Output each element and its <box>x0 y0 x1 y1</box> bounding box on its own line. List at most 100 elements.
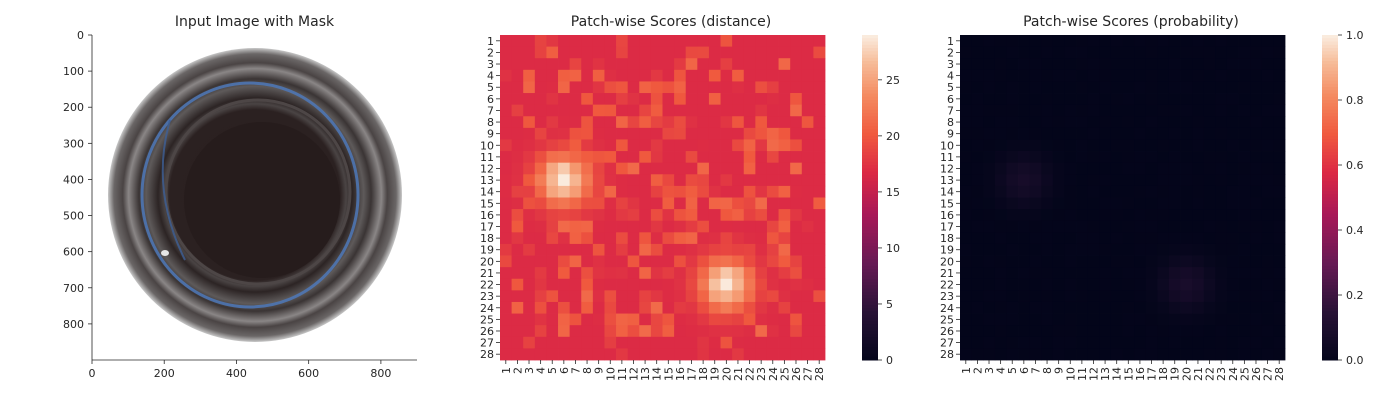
heatmap-cell <box>616 232 629 245</box>
x-tick-label: 20 <box>1180 367 1193 381</box>
heatmap-cell <box>778 301 791 314</box>
heatmap-cell <box>983 174 996 187</box>
heatmap-cell <box>1238 116 1251 129</box>
heatmap-cell <box>1180 185 1193 198</box>
heatmap-cell <box>1052 197 1065 210</box>
heatmap-cell <box>1261 197 1274 210</box>
heatmap-cell <box>1110 185 1123 198</box>
heatmap-cell <box>994 278 1007 291</box>
heatmap-cell <box>994 255 1007 268</box>
probability-colorbar: 0.00.20.40.60.81.0 <box>1322 29 1364 367</box>
heatmap-cell <box>1076 313 1089 326</box>
heatmap-cell <box>801 46 814 59</box>
y-tick-label: 16 <box>940 209 954 222</box>
y-tick-label: 21 <box>480 267 494 280</box>
heatmap-cell <box>790 93 803 106</box>
heatmap-cell <box>994 290 1007 303</box>
heatmap-cell <box>685 267 698 280</box>
heatmap-cell <box>1087 313 1100 326</box>
heatmap-cell <box>1006 267 1019 280</box>
heatmap-cell <box>674 116 687 129</box>
heatmap-cell <box>720 290 733 303</box>
heatmap-cell <box>558 69 571 82</box>
heatmap-cell <box>1157 336 1170 349</box>
heatmap-cell <box>766 127 779 140</box>
heatmap-cell <box>511 336 524 349</box>
heatmap-cell <box>720 116 733 129</box>
heatmap-cell <box>1273 127 1286 140</box>
heatmap-cell <box>1087 290 1100 303</box>
heatmap-cell <box>581 301 594 314</box>
heatmap-cell <box>766 267 779 280</box>
colorbar-segment <box>1322 174 1338 179</box>
colorbar-segment <box>1322 304 1338 309</box>
heatmap-cell <box>1099 35 1112 48</box>
heatmap-cell <box>790 267 803 280</box>
heatmap-cell <box>1203 209 1216 222</box>
heatmap-cell <box>1041 35 1054 48</box>
heatmap-cell <box>1122 209 1135 222</box>
heatmap-cell <box>732 197 745 210</box>
y-tick-label: 12 <box>940 162 954 175</box>
heatmap-cell <box>546 325 559 338</box>
heatmap-cell <box>1052 243 1065 256</box>
heatmap-cell <box>755 209 768 222</box>
heatmap-cell <box>534 58 547 71</box>
heatmap-cell <box>778 348 791 361</box>
x-tick-label: 27 <box>802 367 815 381</box>
heatmap-cell <box>523 174 536 187</box>
heatmap-cell <box>1134 162 1147 175</box>
heatmap-cell <box>801 139 814 152</box>
colorbar-segment <box>1322 317 1338 322</box>
heatmap-cell <box>994 267 1007 280</box>
heatmap-cell <box>685 336 698 349</box>
y-tick-label: 1 <box>487 35 494 48</box>
heatmap-cell <box>790 348 803 361</box>
y-tick-label: 14 <box>940 186 954 199</box>
heatmap-cell <box>1273 220 1286 233</box>
heatmap-cell <box>546 185 559 198</box>
heatmap-cell <box>627 301 640 314</box>
heatmap-cell <box>558 301 571 314</box>
heatmap-cell <box>1250 243 1263 256</box>
heatmap-cell <box>1203 174 1216 187</box>
heatmap-cell <box>662 243 675 256</box>
heatmap-cell <box>1273 185 1286 198</box>
heatmap-cell <box>569 278 582 291</box>
heatmap-cell <box>813 232 826 245</box>
heatmap-cell <box>546 116 559 129</box>
heatmap-cell <box>1006 81 1019 94</box>
heatmap-cell <box>558 278 571 291</box>
heatmap-cell <box>1192 116 1205 129</box>
heatmap-cell <box>1261 336 1274 349</box>
heatmap-cell <box>1215 348 1228 361</box>
heatmap-cell <box>1250 93 1263 106</box>
heatmap-cell <box>569 46 582 59</box>
heatmap-cell <box>983 58 996 71</box>
heatmap-cell <box>1145 290 1158 303</box>
heatmap-cell <box>801 104 814 117</box>
colorbar-segment <box>1322 142 1338 146</box>
heatmap-cell <box>732 348 745 361</box>
heatmap-cell <box>500 336 513 349</box>
heatmap-cell <box>1250 139 1263 152</box>
heatmap-cell <box>708 162 721 175</box>
heatmap-cell <box>983 209 996 222</box>
heatmap-cell <box>766 220 779 233</box>
heatmap-cell <box>1238 35 1251 48</box>
heatmap-cell <box>616 81 629 94</box>
colorbar-segment <box>1322 139 1338 143</box>
heatmap-cell <box>558 116 571 129</box>
heatmap-cell <box>523 301 536 314</box>
colorbar-segment <box>862 330 878 335</box>
heatmap-cell <box>1145 35 1158 48</box>
heatmap-cell <box>813 139 826 152</box>
heatmap-cell <box>1273 151 1286 164</box>
panel1-title: Input Image with Mask <box>175 14 335 30</box>
x-tick-label: 19 <box>1169 367 1182 381</box>
colorbar-segment <box>1322 285 1338 289</box>
heatmap-cell <box>511 267 524 280</box>
heatmap-cell <box>1157 104 1170 117</box>
heatmap-cell <box>685 348 698 361</box>
heatmap-cell <box>813 325 826 338</box>
